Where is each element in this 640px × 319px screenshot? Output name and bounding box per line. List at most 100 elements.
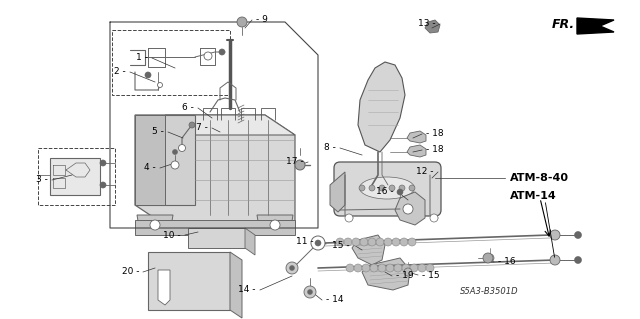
Circle shape	[368, 238, 376, 246]
Text: 13 -: 13 -	[419, 19, 436, 28]
Text: 14 -: 14 -	[239, 286, 256, 294]
Ellipse shape	[360, 177, 415, 199]
Circle shape	[408, 238, 416, 246]
Polygon shape	[230, 252, 242, 318]
Circle shape	[575, 232, 582, 239]
Polygon shape	[50, 158, 100, 195]
Polygon shape	[188, 228, 245, 248]
Text: - 16: - 16	[498, 257, 516, 266]
Circle shape	[389, 185, 395, 191]
Circle shape	[344, 238, 352, 246]
Text: 16 -: 16 -	[376, 188, 394, 197]
Circle shape	[336, 238, 344, 246]
Circle shape	[311, 236, 325, 250]
Circle shape	[237, 17, 247, 27]
Circle shape	[550, 255, 560, 265]
Text: ATM-14: ATM-14	[510, 191, 557, 201]
Polygon shape	[407, 131, 426, 143]
Circle shape	[394, 264, 402, 272]
Circle shape	[386, 264, 394, 272]
Circle shape	[204, 52, 212, 60]
Circle shape	[370, 264, 378, 272]
Circle shape	[400, 238, 408, 246]
Polygon shape	[148, 252, 230, 310]
Text: 8 -: 8 -	[324, 144, 336, 152]
Polygon shape	[135, 115, 165, 205]
Polygon shape	[165, 115, 295, 135]
Polygon shape	[330, 172, 345, 212]
Circle shape	[270, 220, 280, 230]
Circle shape	[402, 264, 410, 272]
Text: 17 -: 17 -	[286, 158, 304, 167]
Text: - 18: - 18	[426, 130, 444, 138]
Polygon shape	[362, 258, 410, 290]
Text: 10 -: 10 -	[163, 231, 181, 240]
Polygon shape	[577, 18, 614, 34]
Circle shape	[418, 264, 426, 272]
Text: - 18: - 18	[426, 145, 444, 154]
Polygon shape	[135, 115, 295, 225]
Circle shape	[430, 214, 438, 222]
Text: 20 -: 20 -	[122, 268, 139, 277]
Circle shape	[145, 72, 151, 78]
Circle shape	[304, 286, 316, 298]
Circle shape	[307, 290, 312, 294]
Circle shape	[399, 185, 405, 191]
Circle shape	[404, 268, 412, 276]
Circle shape	[426, 264, 434, 272]
Circle shape	[359, 185, 365, 191]
Circle shape	[550, 230, 560, 240]
Circle shape	[483, 253, 493, 263]
Polygon shape	[135, 220, 295, 235]
Text: 12 -: 12 -	[417, 167, 434, 176]
Polygon shape	[135, 115, 195, 205]
Circle shape	[346, 264, 354, 272]
Circle shape	[575, 256, 582, 263]
Text: - 14: - 14	[326, 295, 344, 305]
Circle shape	[179, 145, 186, 152]
Circle shape	[379, 185, 385, 191]
Circle shape	[100, 160, 106, 166]
Circle shape	[378, 264, 386, 272]
Text: 7 -: 7 -	[196, 123, 208, 132]
Text: 5 -: 5 -	[152, 128, 164, 137]
Circle shape	[189, 122, 195, 128]
Circle shape	[409, 185, 415, 191]
Polygon shape	[425, 20, 440, 33]
Circle shape	[384, 238, 392, 246]
FancyBboxPatch shape	[334, 162, 441, 216]
Text: 1 -: 1 -	[136, 54, 148, 63]
Text: 2 -: 2 -	[115, 68, 126, 77]
Circle shape	[354, 264, 362, 272]
Circle shape	[392, 238, 400, 246]
Circle shape	[369, 185, 375, 191]
Polygon shape	[358, 62, 405, 152]
Polygon shape	[257, 215, 293, 233]
Text: 4 -: 4 -	[144, 164, 156, 173]
Text: FR.: FR.	[552, 18, 575, 31]
Polygon shape	[407, 145, 426, 157]
Circle shape	[100, 182, 106, 188]
Circle shape	[295, 160, 305, 170]
Polygon shape	[158, 270, 170, 305]
Circle shape	[376, 238, 384, 246]
Circle shape	[171, 161, 179, 169]
Polygon shape	[352, 235, 385, 265]
Text: 15 -: 15 -	[332, 241, 350, 249]
Circle shape	[410, 264, 418, 272]
Circle shape	[362, 264, 370, 272]
Circle shape	[345, 214, 353, 222]
Text: S5A3-B3501D: S5A3-B3501D	[460, 287, 518, 296]
Circle shape	[286, 262, 298, 274]
Text: 11 -: 11 -	[296, 238, 314, 247]
Circle shape	[352, 238, 360, 246]
Circle shape	[360, 238, 368, 246]
Circle shape	[219, 49, 225, 55]
Text: - 19: - 19	[396, 271, 413, 280]
Text: - 9: - 9	[256, 16, 268, 25]
Text: - 15: - 15	[422, 271, 440, 279]
Text: 3 -: 3 -	[36, 175, 48, 184]
Circle shape	[486, 254, 494, 262]
Circle shape	[150, 220, 160, 230]
Circle shape	[289, 265, 294, 271]
